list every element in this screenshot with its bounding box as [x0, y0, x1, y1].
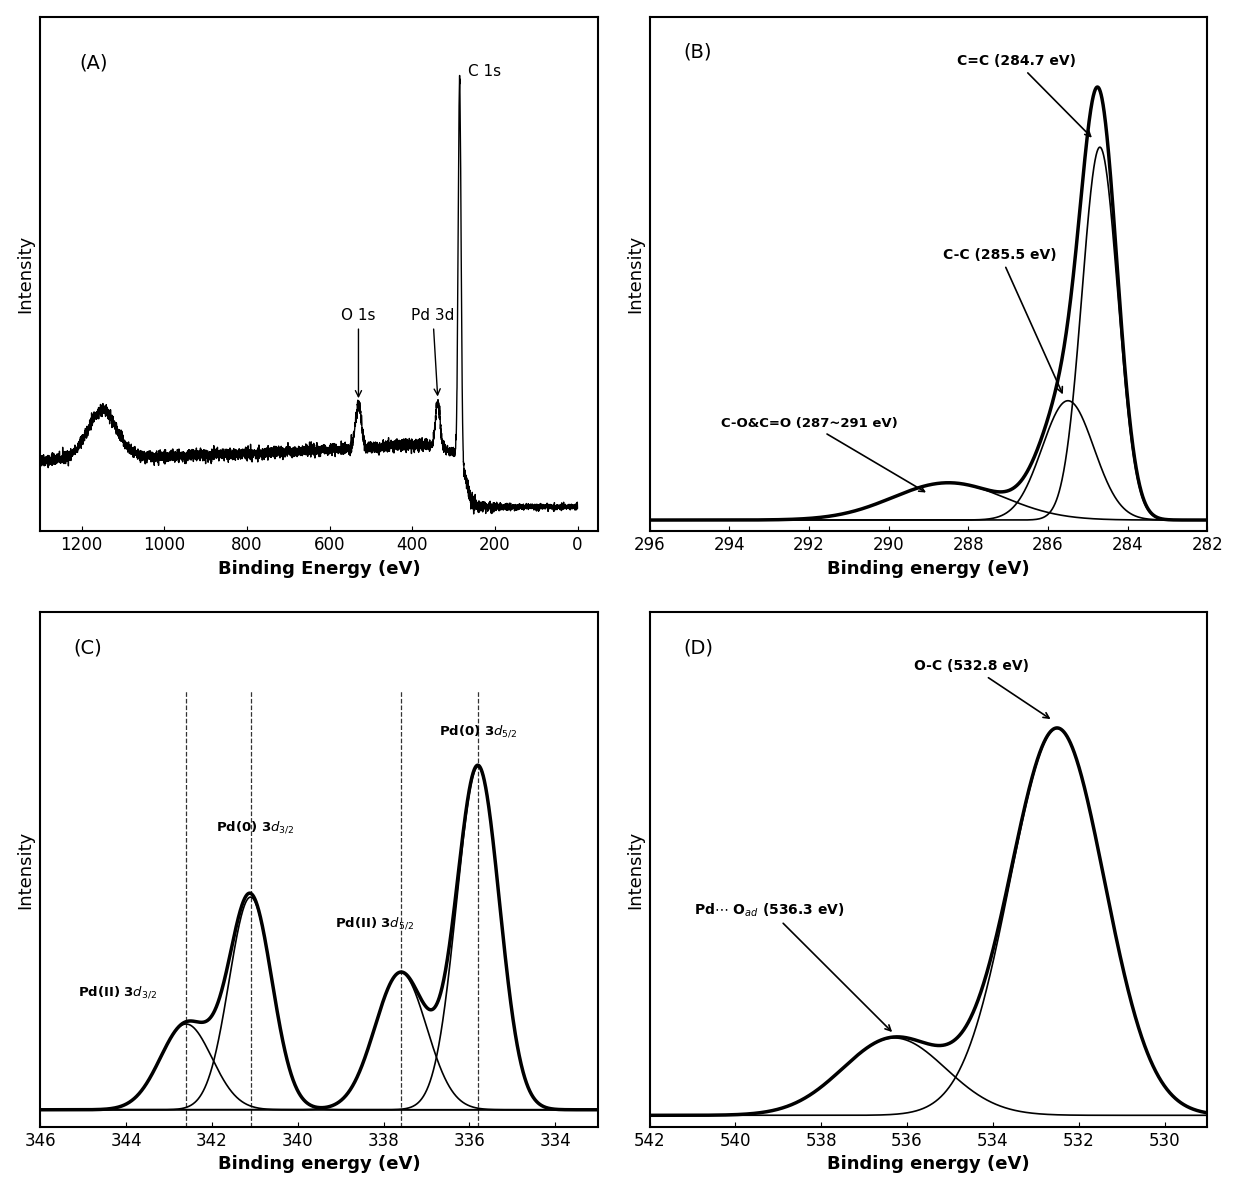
Text: Pd(II) 3$d_{3/2}$: Pd(II) 3$d_{3/2}$: [78, 984, 157, 1000]
Text: O 1s: O 1s: [341, 308, 376, 396]
Text: O-C (532.8 eV): O-C (532.8 eV): [914, 659, 1049, 718]
Text: (D): (D): [683, 639, 713, 658]
Text: Pd(II) 3$d_{5/2}$: Pd(II) 3$d_{5/2}$: [336, 915, 414, 932]
X-axis label: Binding energy (eV): Binding energy (eV): [827, 1155, 1029, 1173]
Text: Pd(0) 3$d_{3/2}$: Pd(0) 3$d_{3/2}$: [216, 820, 294, 835]
Text: Pd 3d: Pd 3d: [412, 308, 455, 395]
Y-axis label: Intensity: Intensity: [16, 234, 35, 313]
Y-axis label: Intensity: Intensity: [626, 831, 644, 909]
Y-axis label: Intensity: Intensity: [626, 234, 644, 313]
Text: Pd(0) 3$d_{5/2}$: Pd(0) 3$d_{5/2}$: [439, 724, 517, 739]
Text: (B): (B): [683, 43, 712, 62]
Text: C 1s: C 1s: [467, 64, 501, 79]
X-axis label: Binding energy (eV): Binding energy (eV): [218, 1155, 420, 1173]
Text: C-O&C=O (287~291 eV): C-O&C=O (287~291 eV): [720, 416, 925, 491]
Y-axis label: Intensity: Intensity: [16, 831, 35, 909]
Text: C-C (285.5 eV): C-C (285.5 eV): [944, 248, 1063, 393]
Text: Pd$\cdots$ O$_{ad}$ (536.3 eV): Pd$\cdots$ O$_{ad}$ (536.3 eV): [694, 901, 890, 1031]
X-axis label: Binding energy (eV): Binding energy (eV): [827, 559, 1029, 577]
Text: (C): (C): [73, 639, 103, 658]
Text: C=C (284.7 eV): C=C (284.7 eV): [957, 54, 1091, 137]
Text: (A): (A): [79, 54, 108, 73]
X-axis label: Binding Energy (eV): Binding Energy (eV): [218, 559, 420, 577]
